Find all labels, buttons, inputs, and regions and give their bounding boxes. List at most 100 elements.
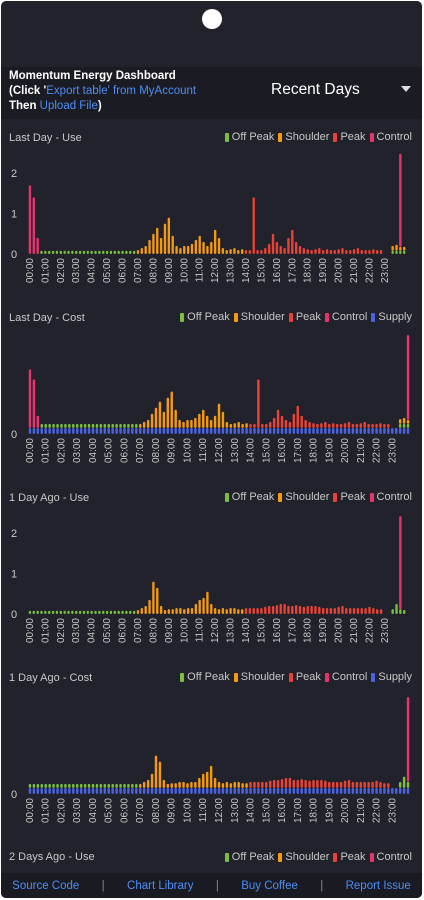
bar-supply[interactable] <box>209 787 213 794</box>
bar-supply[interactable] <box>221 427 225 434</box>
bar-peak[interactable] <box>360 607 363 614</box>
bar-supply[interactable] <box>68 787 71 794</box>
bar-shoulder[interactable] <box>213 607 217 614</box>
bar-supply[interactable] <box>60 787 63 794</box>
bar-supply[interactable] <box>371 787 374 794</box>
bar-supply[interactable] <box>375 427 378 434</box>
bar-supply[interactable] <box>276 787 280 794</box>
bar-peak[interactable] <box>312 423 315 428</box>
bar-peak[interactable] <box>314 249 317 254</box>
bar-supply[interactable] <box>324 427 327 434</box>
bar-supply[interactable] <box>166 427 170 434</box>
bar-shoulder[interactable] <box>166 783 170 788</box>
bar-shoulder[interactable] <box>174 409 177 428</box>
bar-peak[interactable] <box>272 417 276 428</box>
bar-off-peak[interactable] <box>391 609 394 614</box>
legend-item-off-peak[interactable]: Off Peak <box>224 491 274 503</box>
bar-supply[interactable] <box>402 427 406 434</box>
bar-peak[interactable] <box>364 607 367 614</box>
bar-supply[interactable] <box>190 427 193 434</box>
bar-peak[interactable] <box>363 421 366 428</box>
bar-supply[interactable] <box>95 427 99 434</box>
legend-item-control[interactable]: Control <box>369 851 412 863</box>
bar-off-peak[interactable] <box>64 423 67 428</box>
bar-off-peak[interactable] <box>86 250 89 254</box>
bar-peak[interactable] <box>291 605 294 614</box>
bar-supply[interactable] <box>40 427 43 434</box>
bar-shoulder[interactable] <box>233 607 236 614</box>
legend-item-control[interactable]: Control <box>369 491 412 503</box>
bar-peak[interactable] <box>331 781 335 788</box>
bar-supply[interactable] <box>76 427 79 434</box>
bar-supply[interactable] <box>64 787 67 794</box>
bar-shoulder[interactable] <box>194 781 197 788</box>
bar-peak[interactable] <box>360 249 363 254</box>
bar-shoulder[interactable] <box>202 409 205 428</box>
period-select[interactable]: Recent Days <box>271 81 421 105</box>
bar-supply[interactable] <box>335 787 339 794</box>
bar-off-peak[interactable] <box>395 603 398 614</box>
bar-off-peak[interactable] <box>56 423 59 428</box>
bar-shoulder[interactable] <box>179 607 182 614</box>
bar-peak[interactable] <box>343 780 347 788</box>
bar-peak[interactable] <box>280 779 284 788</box>
bar-off-peak[interactable] <box>135 783 138 788</box>
bar-peak[interactable] <box>335 423 339 428</box>
bar-shoulder[interactable] <box>221 783 225 788</box>
bar-supply[interactable] <box>331 427 335 434</box>
bar-supply[interactable] <box>233 787 236 794</box>
bar-off-peak[interactable] <box>402 776 406 788</box>
bar-supply[interactable] <box>308 787 311 794</box>
bar-supply[interactable] <box>391 787 394 794</box>
bar-off-peak[interactable] <box>64 783 67 788</box>
bar-peak[interactable] <box>284 777 288 788</box>
bar-off-peak[interactable] <box>72 423 75 428</box>
bar-supply[interactable] <box>339 787 343 794</box>
bar-peak[interactable] <box>329 607 333 614</box>
bar-off-peak[interactable] <box>123 783 126 788</box>
bar-peak[interactable] <box>252 607 255 614</box>
bar-off-peak[interactable] <box>398 781 402 788</box>
bar-shoulder[interactable] <box>190 419 193 428</box>
bar-peak[interactable] <box>318 606 321 614</box>
bar-shoulder[interactable] <box>217 609 221 614</box>
bar-peak[interactable] <box>298 245 302 254</box>
legend-item-off-peak[interactable]: Off Peak <box>224 851 274 863</box>
bar-supply[interactable] <box>127 787 130 794</box>
bar-peak[interactable] <box>265 781 268 788</box>
bar-off-peak[interactable] <box>75 610 78 614</box>
bar-off-peak[interactable] <box>55 250 59 254</box>
bar-control[interactable] <box>36 415 40 428</box>
bar-shoulder[interactable] <box>206 591 209 614</box>
bar-peak[interactable] <box>280 415 284 428</box>
bar-supply[interactable] <box>229 427 233 434</box>
bar-peak[interactable] <box>359 423 362 428</box>
bar-supply[interactable] <box>237 427 240 434</box>
bar-shoulder[interactable] <box>174 783 177 788</box>
bar-shoulder[interactable] <box>159 237 163 254</box>
bar-peak[interactable] <box>310 605 313 614</box>
bar-peak[interactable] <box>387 783 390 788</box>
bar-peak[interactable] <box>379 423 382 428</box>
bar-control[interactable] <box>28 185 32 254</box>
bar-supply[interactable] <box>268 787 272 794</box>
bar-peak[interactable] <box>308 780 311 788</box>
bar-peak[interactable] <box>325 249 329 254</box>
bar-shoulder[interactable] <box>136 609 140 614</box>
bar-supply[interactable] <box>174 787 177 794</box>
bar-peak[interactable] <box>261 781 264 788</box>
bar-supply[interactable] <box>135 787 138 794</box>
bar-shoulder[interactable] <box>210 241 213 254</box>
bar-supply[interactable] <box>213 787 217 794</box>
bar-supply[interactable] <box>107 787 110 794</box>
bar-peak[interactable] <box>349 249 352 254</box>
bar-supply[interactable] <box>221 787 225 794</box>
bar-off-peak[interactable] <box>123 423 126 428</box>
bar-supply[interactable] <box>48 427 51 434</box>
bar-peak[interactable] <box>253 781 256 788</box>
bar-peak[interactable] <box>324 421 327 428</box>
bar-shoulder[interactable] <box>221 247 225 254</box>
legend-item-shoulder[interactable]: Shoulder <box>278 851 329 863</box>
bar-peak[interactable] <box>356 607 360 614</box>
bar-supply[interactable] <box>83 427 87 434</box>
